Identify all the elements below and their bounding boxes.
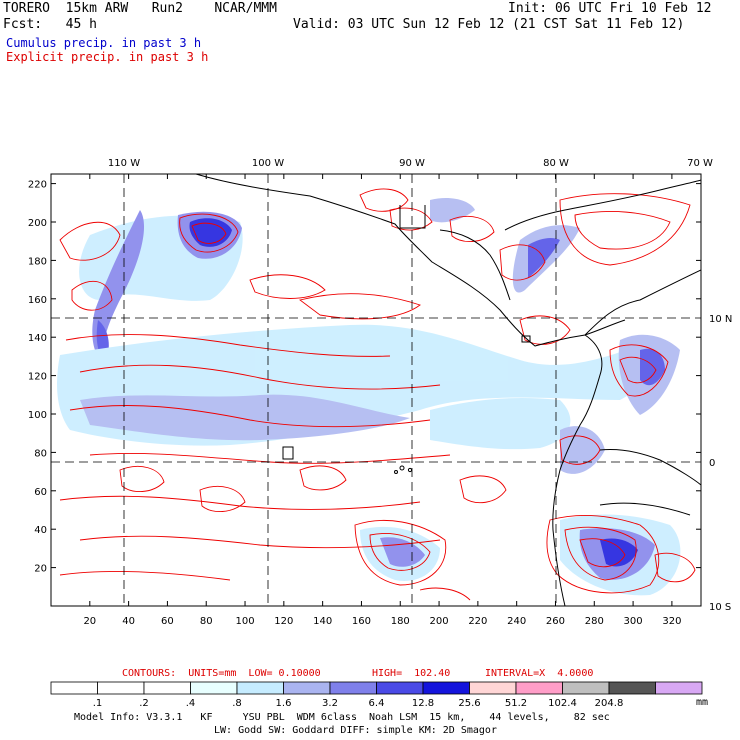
- map-plot-area: [57, 174, 701, 606]
- init-time: Init: 06 UTC Fri 10 Feb 12: [508, 1, 712, 16]
- colorbar-swatch: [143, 681, 191, 695]
- colorbar-tick-label: .8: [232, 698, 242, 709]
- contour-interval: INTERVAL=X 4.0000: [485, 668, 594, 679]
- contour-units: CONTOURS: UNITS=mm LOW= 0.10000: [122, 668, 321, 679]
- x-tick-label: 280: [585, 616, 604, 627]
- latitude-label: 10 S: [709, 602, 731, 613]
- explicit-legend: Explicit precip. in past 3 h: [6, 50, 209, 64]
- x-tick-label: 40: [122, 616, 135, 627]
- colorbar-tick-label: 102.4: [548, 698, 577, 709]
- x-tick-label: 300: [624, 616, 643, 627]
- y-tick-label: 220: [28, 180, 47, 191]
- y-tick-label: 100: [28, 410, 47, 421]
- y-tick-label: 80: [34, 448, 47, 459]
- colorbar-swatch: [422, 681, 470, 695]
- colorbar-tick-label: 3.2: [322, 698, 338, 709]
- colorbar-swatch: [50, 681, 98, 695]
- x-tick-label: 180: [391, 616, 410, 627]
- y-tick-label: 120: [28, 372, 47, 383]
- x-tick-label: 160: [352, 616, 371, 627]
- y-tick-label: 40: [34, 525, 47, 536]
- model-info: Model Info: V3.3.1 KF YSU PBL WDM 6class…: [74, 712, 610, 723]
- x-tick-label: 100: [235, 616, 254, 627]
- colorbar-tick-label: 12.8: [412, 698, 434, 709]
- x-tick-label: 200: [430, 616, 449, 627]
- colorbar-swatch: [469, 681, 517, 695]
- coastlines: [195, 174, 701, 606]
- colorbar-swatch: [376, 681, 424, 695]
- longitude-label: 90 W: [399, 158, 425, 169]
- latitude-label: 0: [709, 458, 715, 469]
- x-tick-label: 140: [313, 616, 332, 627]
- lat-lon-grid: [51, 174, 701, 606]
- x-tick-label: 320: [662, 616, 681, 627]
- y-tick-label: 160: [28, 295, 47, 306]
- longitude-label: 100 W: [252, 158, 284, 169]
- model-title: TORERO 15km ARW Run2 NCAR/MMM: [3, 1, 277, 16]
- y-tick-label: 60: [34, 487, 47, 498]
- y-tick-label: 140: [28, 333, 47, 344]
- y-tick-label: 180: [28, 256, 47, 267]
- colorbar-swatch: [190, 681, 238, 695]
- colorbar-swatch: [329, 681, 377, 695]
- x-tick-label: 240: [507, 616, 526, 627]
- colorbar-tick-label: .2: [139, 698, 149, 709]
- colorbar-tick-label: .4: [186, 698, 196, 709]
- contour-high: HIGH= 102.40: [372, 668, 451, 679]
- colorbar-tick-label: 204.8: [595, 698, 624, 709]
- forecast-hour: Fcst: 45 h: [3, 17, 97, 32]
- latitude-label: 10 N: [709, 314, 732, 325]
- longitude-label: 110 W: [108, 158, 140, 169]
- x-tick-label: 220: [468, 616, 487, 627]
- map-axes: 220 200 180 160 140 120 100 80 60 40 20 20 40 60 80 100…: [28, 158, 732, 627]
- longitude-label: 80 W: [543, 158, 569, 169]
- colorbar-swatch: [283, 681, 331, 695]
- colorbar-swatch: [608, 681, 656, 695]
- colorbar-tick-label: .1: [93, 698, 103, 709]
- colorbar-swatch: [236, 681, 284, 695]
- x-tick-label: 20: [83, 616, 96, 627]
- colorbar-swatch: [562, 681, 610, 695]
- x-tick-label: 80: [200, 616, 213, 627]
- y-tick-label: 20: [34, 564, 47, 575]
- plot-frame: [50, 173, 702, 607]
- colorbar-tick-label: 51.2: [505, 698, 527, 709]
- explicit-precip-contours: [59, 188, 696, 601]
- colorbar-swatch: [655, 681, 703, 695]
- valid-time: Valid: 03 UTC Sun 12 Feb 12 (21 CST Sat …: [293, 17, 685, 32]
- colorbar-tick-label: 25.6: [458, 698, 480, 709]
- colorbar-swatch: [97, 681, 145, 695]
- x-tick-label: 120: [274, 616, 293, 627]
- longitude-label: 70 W: [687, 158, 713, 169]
- x-tick-label: 260: [546, 616, 565, 627]
- colorbar-tick-label: 1.6: [276, 698, 292, 709]
- colorbar-unit: mm: [696, 697, 709, 708]
- colorbar-tick-label: 6.4: [369, 698, 385, 709]
- cumulus-legend: Cumulus precip. in past 3 h: [6, 36, 202, 50]
- x-tick-label: 60: [161, 616, 174, 627]
- y-tick-label: 200: [28, 218, 47, 229]
- colorbar-swatch: [515, 681, 563, 695]
- cumulus-precip-shading: [57, 198, 681, 596]
- physics-info: LW: Godd SW: Goddard DIFF: simple KM: 2D…: [214, 725, 497, 736]
